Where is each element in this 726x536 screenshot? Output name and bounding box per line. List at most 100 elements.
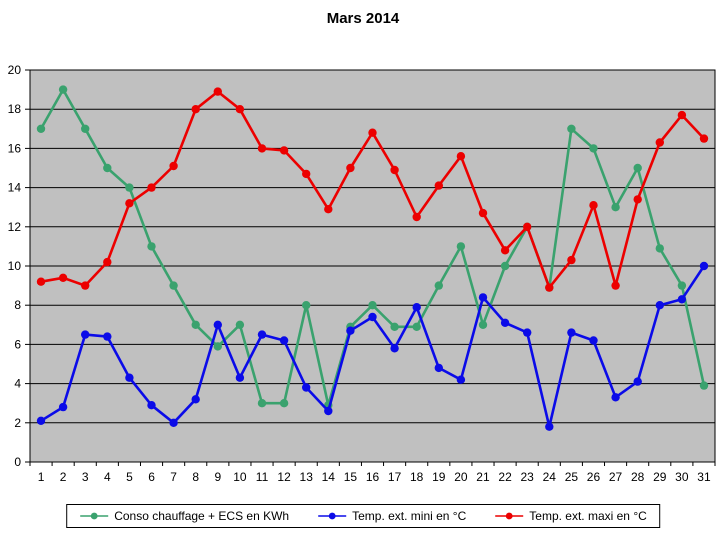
- data-point: [346, 163, 355, 173]
- data-point: [213, 87, 222, 96]
- y-tick-label: 14: [8, 181, 22, 195]
- data-point: [279, 399, 289, 408]
- data-point: [81, 330, 90, 339]
- x-tick-label: 19: [432, 470, 446, 484]
- data-point: [235, 105, 245, 114]
- data-point: [81, 124, 90, 133]
- x-tick-label: 10: [233, 470, 247, 484]
- data-point: [103, 163, 112, 173]
- x-tick-label: 2: [60, 470, 67, 484]
- legend-marker-icon: [318, 512, 347, 520]
- legend-label: Temp. ext. maxi en °C: [529, 509, 647, 523]
- data-point: [191, 320, 200, 329]
- data-point: [169, 281, 178, 290]
- data-point: [279, 146, 289, 155]
- x-tick-label: 27: [609, 470, 623, 484]
- data-point: [302, 169, 311, 179]
- data-point: [611, 393, 620, 402]
- x-tick-label: 22: [498, 470, 512, 484]
- data-point: [147, 242, 156, 251]
- x-tick-label: 28: [631, 470, 645, 484]
- data-point: [633, 195, 642, 204]
- data-point: [279, 336, 289, 345]
- chart-title: Mars 2014: [326, 10, 400, 27]
- data-point: [213, 342, 222, 351]
- data-point: [434, 363, 443, 373]
- data-point: [58, 402, 68, 412]
- x-tick-label: 21: [476, 470, 490, 484]
- x-tick-label: 15: [344, 470, 358, 484]
- legend-label: Temp. ext. mini en °C: [352, 509, 467, 523]
- data-point: [36, 416, 46, 425]
- data-point: [434, 181, 443, 190]
- y-tick-label: 10: [8, 259, 22, 273]
- data-point: [125, 373, 134, 382]
- data-point: [169, 161, 178, 171]
- x-tick-label: 18: [410, 470, 424, 484]
- legend-item: Temp. ext. mini en °C: [317, 509, 466, 523]
- x-tick-label: 3: [82, 470, 89, 484]
- data-point: [257, 399, 267, 408]
- data-point: [147, 401, 156, 410]
- chart-legend: Conso chauffage + ECS en KWh Temp. ext. m…: [66, 504, 660, 528]
- x-tick-label: 9: [214, 470, 221, 484]
- data-point: [655, 138, 664, 147]
- data-point: [611, 281, 620, 290]
- data-point: [81, 281, 90, 290]
- data-point: [368, 301, 377, 310]
- data-point: [545, 422, 554, 431]
- data-point: [257, 330, 267, 339]
- x-tick-label: 25: [565, 470, 579, 484]
- x-tick-label: 1: [38, 470, 45, 484]
- data-point: [478, 320, 488, 329]
- x-tick-label: 4: [104, 470, 111, 484]
- x-tick-label: 26: [587, 470, 601, 484]
- data-point: [36, 124, 46, 133]
- data-point: [523, 222, 532, 231]
- y-tick-label: 12: [8, 220, 22, 234]
- data-point: [390, 322, 399, 331]
- data-point: [412, 303, 421, 312]
- x-tick-label: 30: [675, 470, 689, 484]
- data-point: [412, 322, 421, 331]
- data-point: [478, 293, 488, 302]
- y-tick-label: 4: [14, 377, 21, 391]
- x-tick-label: 6: [148, 470, 155, 484]
- data-point: [58, 85, 68, 94]
- data-point: [302, 301, 311, 310]
- y-tick-label: 16: [8, 141, 22, 155]
- data-point: [655, 301, 664, 310]
- x-tick-label: 5: [126, 470, 133, 484]
- data-point: [324, 205, 333, 214]
- data-point: [257, 144, 267, 153]
- data-point: [500, 261, 510, 271]
- data-point: [523, 328, 532, 337]
- x-tick-label: 12: [277, 470, 291, 484]
- data-point: [699, 381, 709, 390]
- data-point: [147, 183, 156, 192]
- x-tick-label: 14: [322, 470, 336, 484]
- legend-item: Temp. ext. maxi en °C: [494, 509, 647, 523]
- legend-marker-icon: [80, 512, 109, 520]
- data-point: [191, 395, 200, 404]
- data-point: [677, 110, 687, 120]
- data-point: [103, 257, 112, 267]
- data-point: [567, 328, 576, 337]
- legend-marker-icon: [495, 512, 524, 520]
- data-point: [125, 199, 134, 208]
- y-tick-label: 20: [8, 63, 22, 77]
- data-point: [302, 383, 311, 392]
- data-point: [456, 152, 466, 161]
- y-tick-label: 6: [14, 337, 21, 351]
- data-point: [633, 377, 642, 386]
- plot-border: [29, 69, 716, 463]
- data-point: [58, 273, 68, 282]
- x-tick-label: 20: [454, 470, 468, 484]
- data-point: [456, 242, 466, 251]
- data-point: [611, 203, 620, 212]
- y-tick-label: 18: [8, 102, 22, 116]
- x-tick-label: 16: [366, 470, 380, 484]
- data-point: [412, 212, 421, 222]
- data-point: [390, 344, 399, 353]
- y-tick-label: 2: [14, 416, 21, 430]
